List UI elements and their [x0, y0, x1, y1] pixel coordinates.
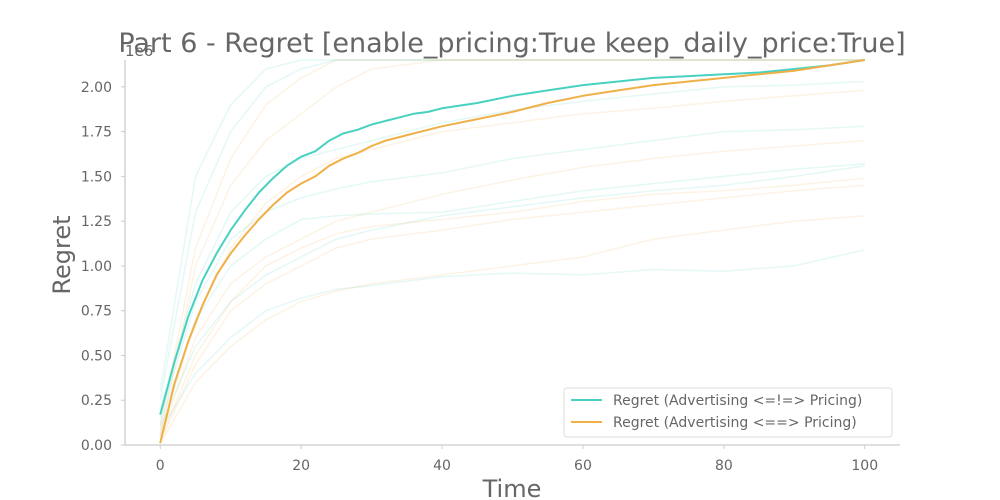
- legend-box: [563, 387, 893, 438]
- run-b-line-0: [159, 59, 865, 428]
- run-a-line-4: [159, 163, 865, 424]
- x-tick-label: 80: [715, 458, 733, 474]
- x-axis-label: Time: [482, 475, 542, 500]
- series-line-1: [159, 59, 865, 444]
- y-tick-label: 1.50: [81, 169, 112, 185]
- run-b-line-3: [159, 139, 865, 439]
- run-a-line-5: [159, 164, 865, 428]
- run-a-line-3: [159, 125, 865, 419]
- y-ticks: 0.00 0.25 0.50 0.75 1.00 1.25 1.50 1.75 2.00: [81, 80, 125, 454]
- x-tick-label: 100: [851, 458, 878, 474]
- background-runs-b: [159, 59, 865, 444]
- y-tick-label: 0.25: [81, 393, 112, 409]
- run-b-line-1: [159, 59, 865, 437]
- y-tick-label: 1.75: [81, 125, 112, 141]
- x-tick-label: 0: [156, 458, 165, 474]
- y-tick-label: 0.75: [81, 304, 112, 320]
- background-runs-a: [159, 59, 865, 432]
- x-tick-label: 20: [292, 458, 310, 474]
- y-tick-label: 1.00: [81, 259, 112, 275]
- run-b-line-4: [159, 177, 865, 440]
- x-tick-label: 40: [433, 458, 451, 474]
- x-tick-label: 60: [574, 458, 592, 474]
- y-scale-note: 1e6: [125, 42, 153, 60]
- run-a-line-0: [159, 59, 865, 392]
- run-a-line-1: [159, 59, 865, 401]
- series-lines: [159, 59, 865, 444]
- run-a-line-2: [159, 80, 865, 410]
- x-ticks: 0 20 40 60 80 100: [156, 445, 878, 474]
- y-tick-label: 2.00: [81, 80, 112, 96]
- y-tick-label: 1.25: [81, 214, 112, 230]
- run-b-line-5: [159, 184, 865, 442]
- series-line-0: [159, 59, 865, 415]
- y-tick-label: 0.00: [81, 438, 112, 454]
- legend-label-b: Regret (Advertising <==> Pricing): [613, 415, 857, 431]
- run-a-line-6: [159, 249, 865, 432]
- legend-label-a: Regret (Advertising <=!=> Pricing): [613, 393, 862, 409]
- run-b-line-6: [159, 215, 865, 444]
- y-tick-label: 0.50: [81, 348, 112, 364]
- run-b-line-2: [159, 89, 865, 435]
- chart-title: Part 6 - Regret [enable_pricing:True kee…: [118, 28, 905, 59]
- y-axis-label: Regret: [48, 215, 76, 294]
- legend: Regret (Advertising <=!=> Pricing) Regre…: [563, 387, 893, 438]
